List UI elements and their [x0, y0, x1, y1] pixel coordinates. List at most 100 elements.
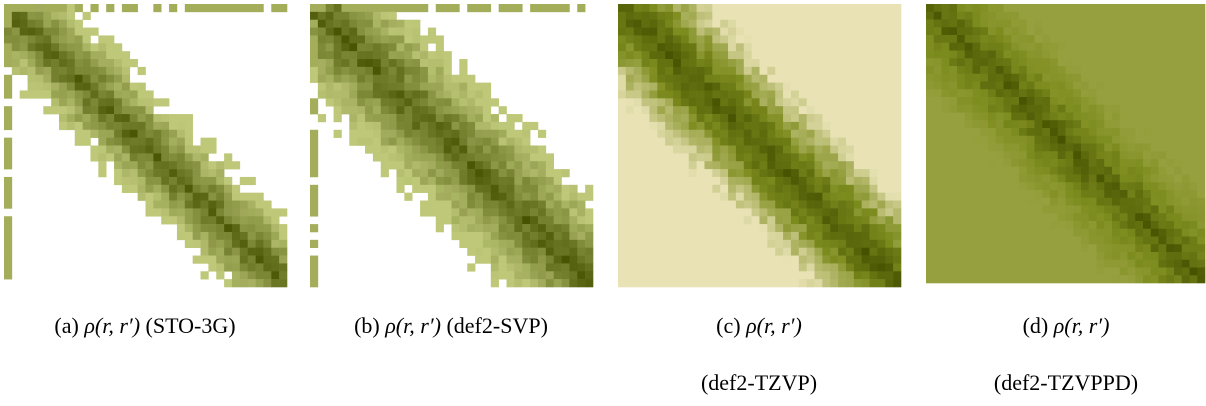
matrix-cell — [537, 161, 547, 170]
matrix-cell — [1088, 228, 1097, 237]
matrix-cell — [459, 239, 468, 248]
matrix-cell — [949, 66, 958, 75]
matrix-cell — [775, 184, 784, 193]
matrix-cell — [1026, 197, 1035, 206]
matrix-cell — [1166, 143, 1175, 152]
matrix-cell — [657, 208, 666, 217]
matrix-cell — [853, 255, 862, 264]
matrix-cell — [657, 271, 666, 280]
matrix-cell — [333, 74, 342, 83]
matrix-cell — [704, 153, 713, 162]
matrix-cell — [514, 231, 523, 241]
matrix-cell — [957, 112, 966, 121]
matrix-cell — [200, 176, 209, 186]
matrix-cell — [625, 271, 635, 280]
matrix-cell — [853, 169, 862, 178]
matrix-cell — [498, 239, 507, 248]
matrix-cell — [1088, 135, 1097, 144]
matrix-cell — [1197, 221, 1206, 230]
matrix-cell — [137, 192, 146, 201]
matrix-cell — [561, 231, 570, 241]
matrix-cell — [224, 239, 233, 248]
matrix-cell — [798, 184, 807, 193]
matrix-cell — [537, 224, 547, 233]
matrix-cell — [1042, 166, 1051, 175]
matrix-cell — [625, 4, 635, 13]
matrix-cell — [1088, 151, 1097, 160]
matrix-cell — [988, 252, 997, 261]
matrix-cell — [66, 35, 76, 44]
matrix-cell — [310, 224, 319, 233]
matrix-cell — [247, 192, 256, 201]
matrix-cell — [1050, 159, 1059, 168]
matrix-cell — [641, 184, 650, 193]
matrix-cell — [569, 263, 578, 272]
matrix-cell — [957, 174, 966, 183]
matrix-cell — [1119, 213, 1128, 222]
matrix-cell — [420, 145, 429, 154]
matrix-cell — [704, 51, 713, 60]
matrix-cell — [153, 208, 162, 217]
matrix-cell — [372, 82, 382, 91]
matrix-cell — [1081, 221, 1090, 230]
matrix-cell — [657, 59, 666, 68]
matrix-cell — [743, 161, 752, 170]
matrix-cell — [530, 169, 539, 178]
matrix-cell — [980, 244, 989, 253]
matrix-cell — [822, 263, 831, 272]
matrix-cell — [751, 114, 760, 123]
matrix-cell — [506, 239, 515, 248]
matrix-cell — [1042, 236, 1051, 245]
matrix-cell — [618, 145, 627, 154]
matrix-cell — [926, 228, 935, 237]
matrix-cell — [114, 43, 123, 52]
matrix-cell — [649, 51, 658, 60]
matrix-cell — [949, 35, 958, 44]
matrix-cell — [830, 184, 839, 193]
matrix-cell — [633, 43, 642, 52]
matrix-cell — [926, 97, 935, 106]
matrix-cell — [688, 224, 697, 233]
matrix-cell — [790, 184, 800, 193]
matrix-cell — [949, 166, 958, 175]
matrix-cell — [1104, 66, 1113, 75]
matrix-cell — [553, 271, 562, 280]
matrix-cell — [1042, 205, 1051, 214]
matrix-cell — [184, 4, 193, 13]
matrix-cell — [498, 271, 507, 280]
matrix-cell — [490, 137, 499, 146]
matrix-cell — [759, 153, 768, 162]
matrix-cell — [853, 51, 862, 60]
matrix-cell — [822, 271, 831, 280]
matrix-cell — [751, 192, 760, 201]
matrix-cell — [673, 263, 682, 272]
matrix-cell — [798, 192, 807, 201]
matrix-cell — [822, 82, 831, 91]
matrix-cell — [66, 4, 76, 13]
matrix-cell — [830, 216, 839, 225]
matrix-cell — [569, 247, 578, 256]
matrix-cell — [885, 208, 894, 217]
matrix-cell — [1073, 244, 1082, 253]
matrix-cell — [1143, 89, 1152, 98]
matrix-cell — [893, 90, 902, 99]
matrix-cell — [1158, 259, 1167, 268]
matrix-cell — [1057, 19, 1066, 28]
matrix-cell — [530, 224, 539, 233]
matrix-cell — [704, 216, 713, 225]
matrix-cell — [184, 184, 193, 193]
matrix-cell — [74, 114, 83, 123]
matrix-cell — [365, 51, 374, 60]
matrix-cell — [964, 159, 973, 168]
matrix-cell — [169, 121, 178, 131]
matrix-cell — [1127, 190, 1136, 199]
matrix-cell — [161, 169, 170, 178]
matrix-cell — [317, 59, 327, 68]
matrix-cell — [1026, 135, 1035, 144]
matrix-cell — [380, 74, 389, 83]
matrix-cell — [933, 81, 942, 90]
matrix-cell — [649, 169, 658, 178]
matrix-cell — [310, 129, 319, 138]
matrix-cell — [853, 27, 862, 36]
matrix-cell — [4, 153, 13, 162]
